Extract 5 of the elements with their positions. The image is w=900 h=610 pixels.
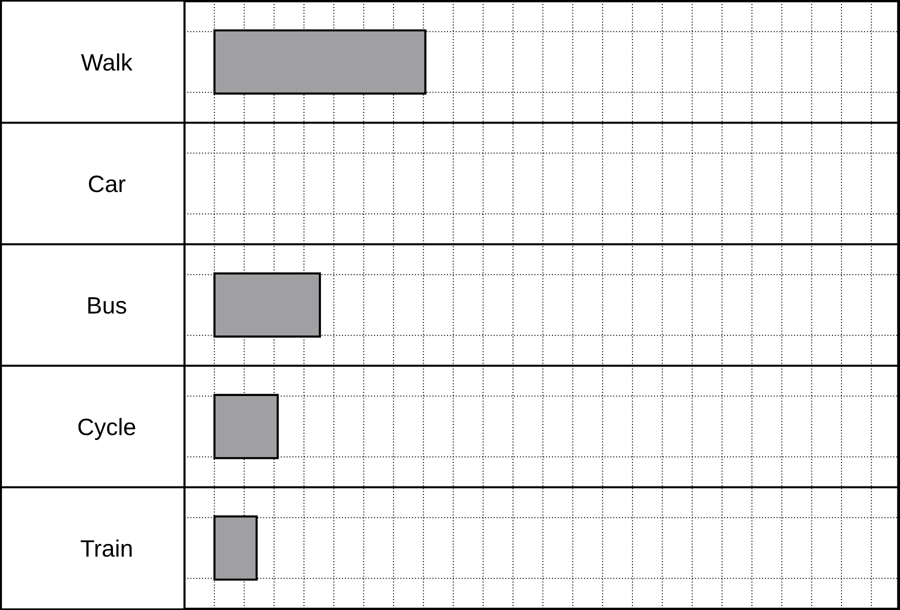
y-tick-label: Bus (88, 297, 126, 314)
y-tick-label: Cycle (78, 418, 136, 440)
y-tick-label: Walk (81, 53, 133, 71)
y-tick-label: Train (80, 539, 132, 557)
y-tick-label: Car (88, 176, 126, 192)
